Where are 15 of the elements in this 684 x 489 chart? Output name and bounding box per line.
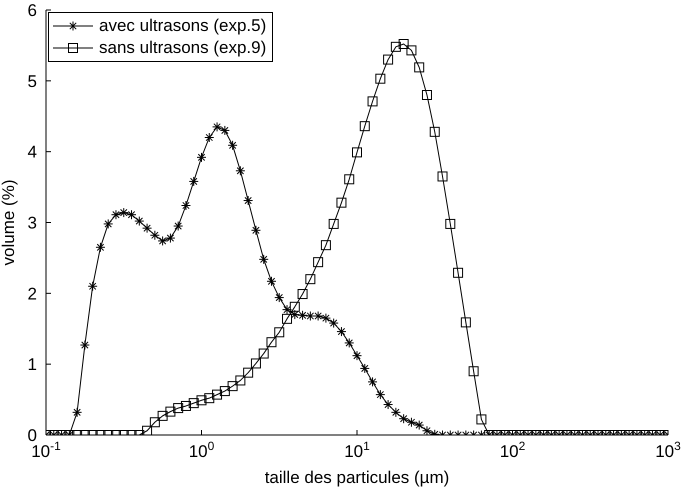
legend-label: avec ultrasons (exp.5) <box>99 15 266 37</box>
y-tick-label: 6 <box>28 1 37 20</box>
y-tick-label: 1 <box>28 355 37 374</box>
y-tick-label: 2 <box>28 284 37 304</box>
legend-label: sans ultrasons (exp.9) <box>99 37 266 59</box>
y-tick-label: 5 <box>28 72 37 91</box>
y-tick-label: 4 <box>28 142 37 162</box>
y-tick-label: 3 <box>28 214 37 232</box>
x-tick-label: 10$^{3}$ <box>655 439 682 461</box>
y-tick-label: 0 <box>28 426 37 445</box>
y-axis-title: volume (%) <box>0 180 18 266</box>
x-tick-label: 10$^{2}$ <box>500 439 526 461</box>
x-tick-label: 10$^{1}$ <box>344 439 370 461</box>
x-tick-label: 10$^{0}$ <box>188 439 215 461</box>
x-axis-title: taille des particules (µm) <box>264 468 450 487</box>
